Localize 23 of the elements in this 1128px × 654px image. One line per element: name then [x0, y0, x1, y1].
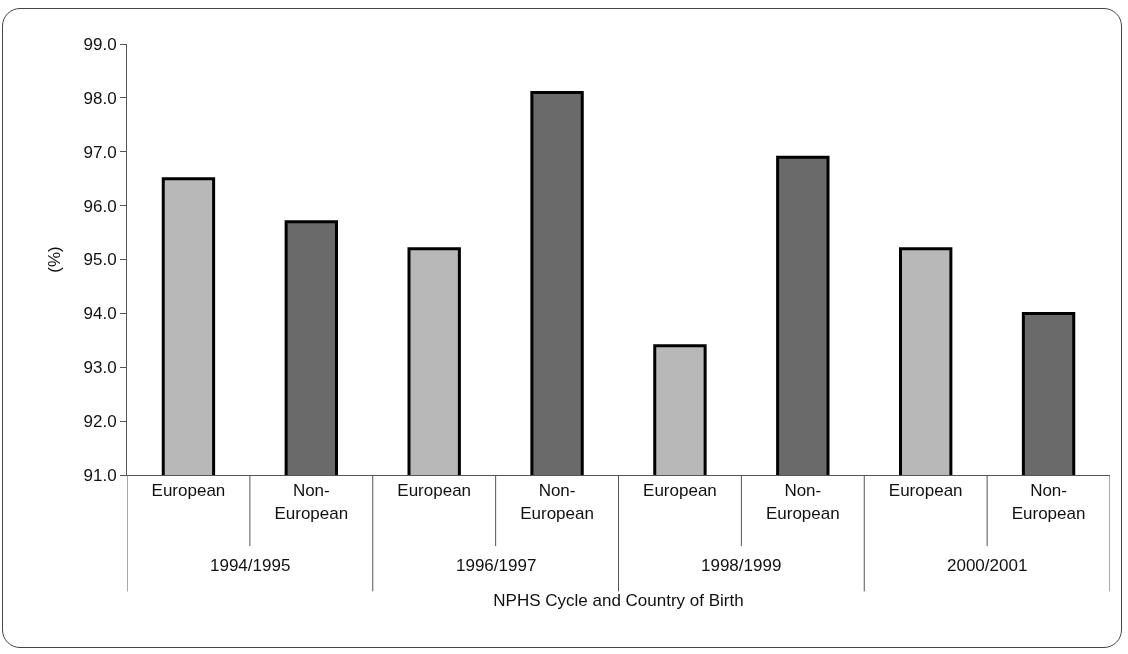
x-tick-label: Non-European	[274, 481, 349, 523]
y-tick-label: 92.0	[83, 412, 117, 432]
y-tick-label: 96.0	[83, 196, 117, 216]
y-tick-label: 98.0	[83, 88, 117, 108]
x-tick-label: European	[397, 481, 472, 501]
x-tick-label: European	[151, 481, 226, 501]
y-tick-label: 97.0	[83, 142, 117, 162]
x-axis-title: NPHS Cycle and Country of Birth	[493, 590, 744, 610]
text: 1994/1995	[210, 556, 291, 575]
text: 1996/1997	[456, 556, 537, 575]
x-tick-label: European	[888, 481, 963, 501]
y-tick-label: 99.0	[83, 34, 117, 54]
y-tick-label: 95.0	[83, 250, 117, 270]
y-axis-title: (%)	[45, 246, 65, 273]
x-tick-label: Non-European	[1011, 481, 1086, 523]
text: 1998/1999	[701, 556, 782, 575]
x-tick-label: European	[643, 481, 717, 501]
y-tick-label: 93.0	[83, 358, 117, 378]
x-tick-label: Non-European	[520, 481, 594, 523]
text: 2000/2001	[947, 556, 1028, 575]
y-tick-label: 94.0	[83, 304, 117, 324]
y-tick-label: 91.0	[83, 465, 117, 485]
x-tick-label: Non-European	[765, 481, 840, 523]
